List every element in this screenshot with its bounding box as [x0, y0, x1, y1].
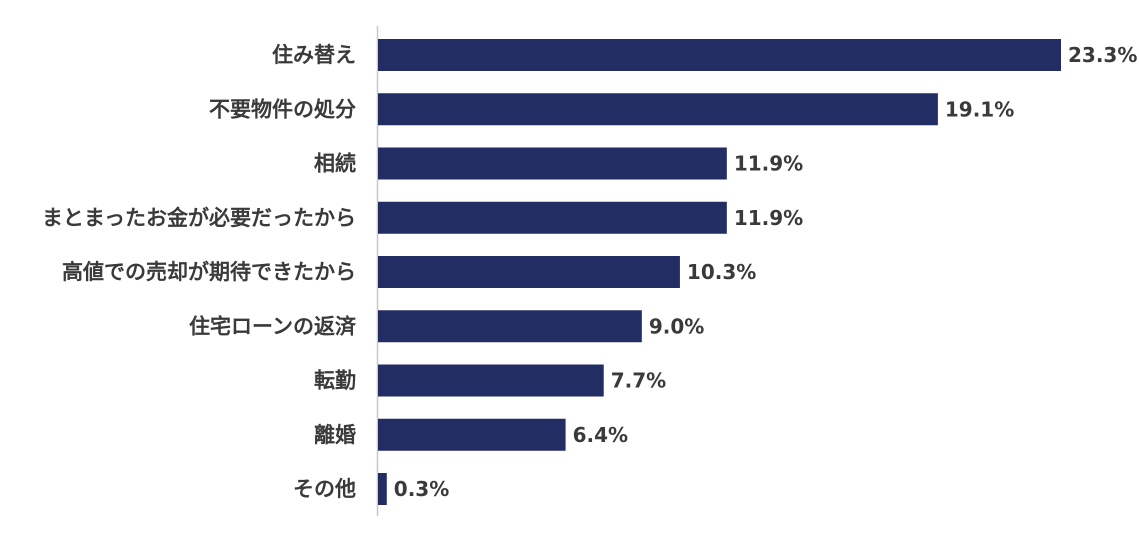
value-label: 10.3% [687, 260, 756, 284]
value-label: 0.3% [394, 477, 449, 501]
bar [378, 201, 727, 234]
category-label: その他 [293, 477, 356, 501]
bar [378, 473, 387, 505]
category-label: まとまったお金が必要だったから [42, 206, 356, 230]
category-label: 相続 [314, 152, 356, 176]
value-label: 9.0% [649, 314, 704, 338]
category-label: 不要物件の処分 [209, 97, 356, 121]
bar [378, 39, 1061, 71]
bar [378, 93, 938, 126]
category-label: 住宅ローンの返済 [189, 314, 357, 338]
category-label: 転勤 [314, 369, 356, 393]
category-label: 住み替え [272, 43, 356, 67]
value-label: 23.3% [1068, 43, 1137, 67]
value-label: 19.1% [945, 97, 1014, 121]
category-label: 高値での売却が期待できたから [62, 260, 356, 284]
bars-group: 住み替え 23.3% 不要物件の処分 19.1% 相続 11.9% まとまったお金が必要だっ… [42, 39, 1137, 505]
value-label: 11.9% [734, 152, 803, 176]
bar [378, 364, 604, 397]
bar [378, 418, 566, 451]
bar [378, 310, 642, 343]
value-label: 7.7% [611, 369, 666, 393]
value-label: 11.9% [734, 206, 803, 230]
value-label: 6.4% [573, 423, 628, 447]
bar [378, 147, 727, 180]
category-label: 離婚 [314, 423, 356, 447]
bar [378, 256, 680, 288]
